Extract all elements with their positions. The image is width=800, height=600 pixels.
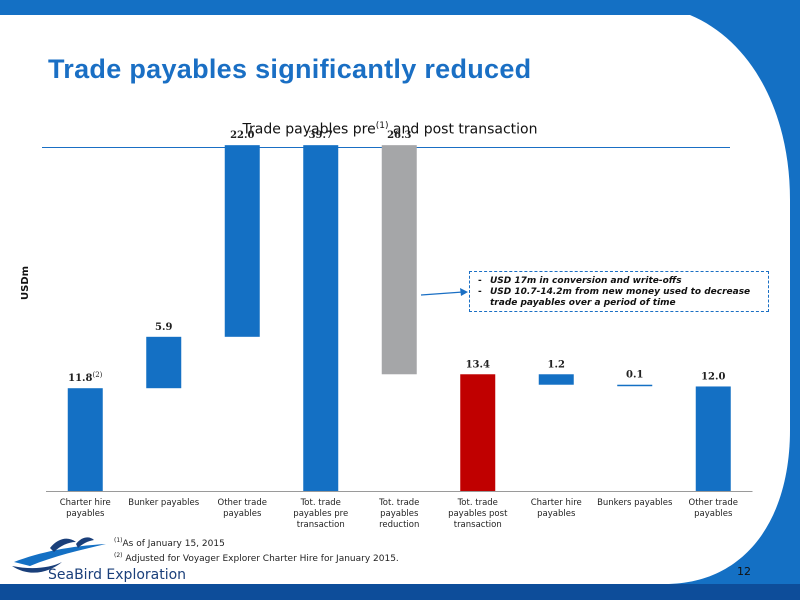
- annotation-arrow-head: [460, 288, 468, 296]
- footnote-2: (2) Adjusted for Voyager Explorer Charte…: [114, 550, 399, 565]
- chart-title-footnote-ref: (1): [375, 121, 389, 131]
- bar: [303, 145, 339, 491]
- data-label: 5.9: [155, 322, 172, 333]
- footnote-1-marker: (1): [114, 537, 123, 544]
- category-label: Bunkers payables: [597, 498, 673, 508]
- bar: [460, 374, 496, 491]
- data-label: 11.8(2): [68, 371, 103, 384]
- chart-title: Trade payables pre(1) and post transacti…: [0, 121, 780, 138]
- category-label: Other trade payables: [218, 498, 268, 519]
- data-label: 26.3: [387, 130, 411, 141]
- data-label: 13.4: [466, 359, 490, 370]
- bar: [224, 145, 260, 337]
- data-label: 39.7: [309, 130, 333, 141]
- annotation-item: USD 10.7-14.2m from new money used to de…: [478, 287, 762, 309]
- footnote-1-text: As of January 15, 2015: [122, 539, 225, 549]
- data-label: 0.1: [626, 370, 643, 381]
- annotation-item: USD 17m in conversion and write-offs: [478, 276, 762, 287]
- page-number: 12: [737, 565, 751, 578]
- data-label: 22.0: [230, 130, 254, 141]
- category-label: Tot. trade payables post transaction: [448, 498, 508, 530]
- category-label: Bunker payables: [128, 498, 199, 508]
- data-label: 12.0: [701, 371, 725, 382]
- footnotes: (1)As of January 15, 2015 (2) Adjusted f…: [114, 535, 399, 565]
- seabird-logo-icon: [12, 537, 106, 573]
- slide-title: Trade payables significantly reduced: [48, 54, 532, 84]
- bar: [146, 336, 182, 389]
- bar: [67, 388, 103, 491]
- category-label: Charter hire payables: [60, 498, 111, 519]
- annotation-arrow-line: [420, 291, 464, 296]
- footnote-2-text: Adjusted for Voyager Explorer Charter Hi…: [125, 554, 399, 564]
- category-label: Tot. trade payables reduction: [378, 498, 419, 530]
- chart-title-rest: and post transaction: [388, 121, 538, 138]
- category-label: Charter hire payables: [531, 498, 582, 519]
- bar: [538, 374, 574, 385]
- category-label: Other trade payables: [689, 498, 739, 519]
- logo-text: SeaBird Exploration: [48, 567, 187, 583]
- chart-title-main: Trade payables pre: [242, 121, 376, 138]
- data-label: 1.2: [548, 359, 565, 370]
- footnote-1: (1)As of January 15, 2015: [114, 535, 399, 550]
- category-label: Tot. trade payables pre transaction: [293, 498, 348, 530]
- bar: [381, 145, 417, 375]
- footnote-2-marker: (2): [114, 552, 123, 559]
- bar: [695, 386, 731, 491]
- annotation-box: USD 17m in conversion and write-offs USD…: [469, 271, 769, 312]
- bar: [617, 384, 653, 387]
